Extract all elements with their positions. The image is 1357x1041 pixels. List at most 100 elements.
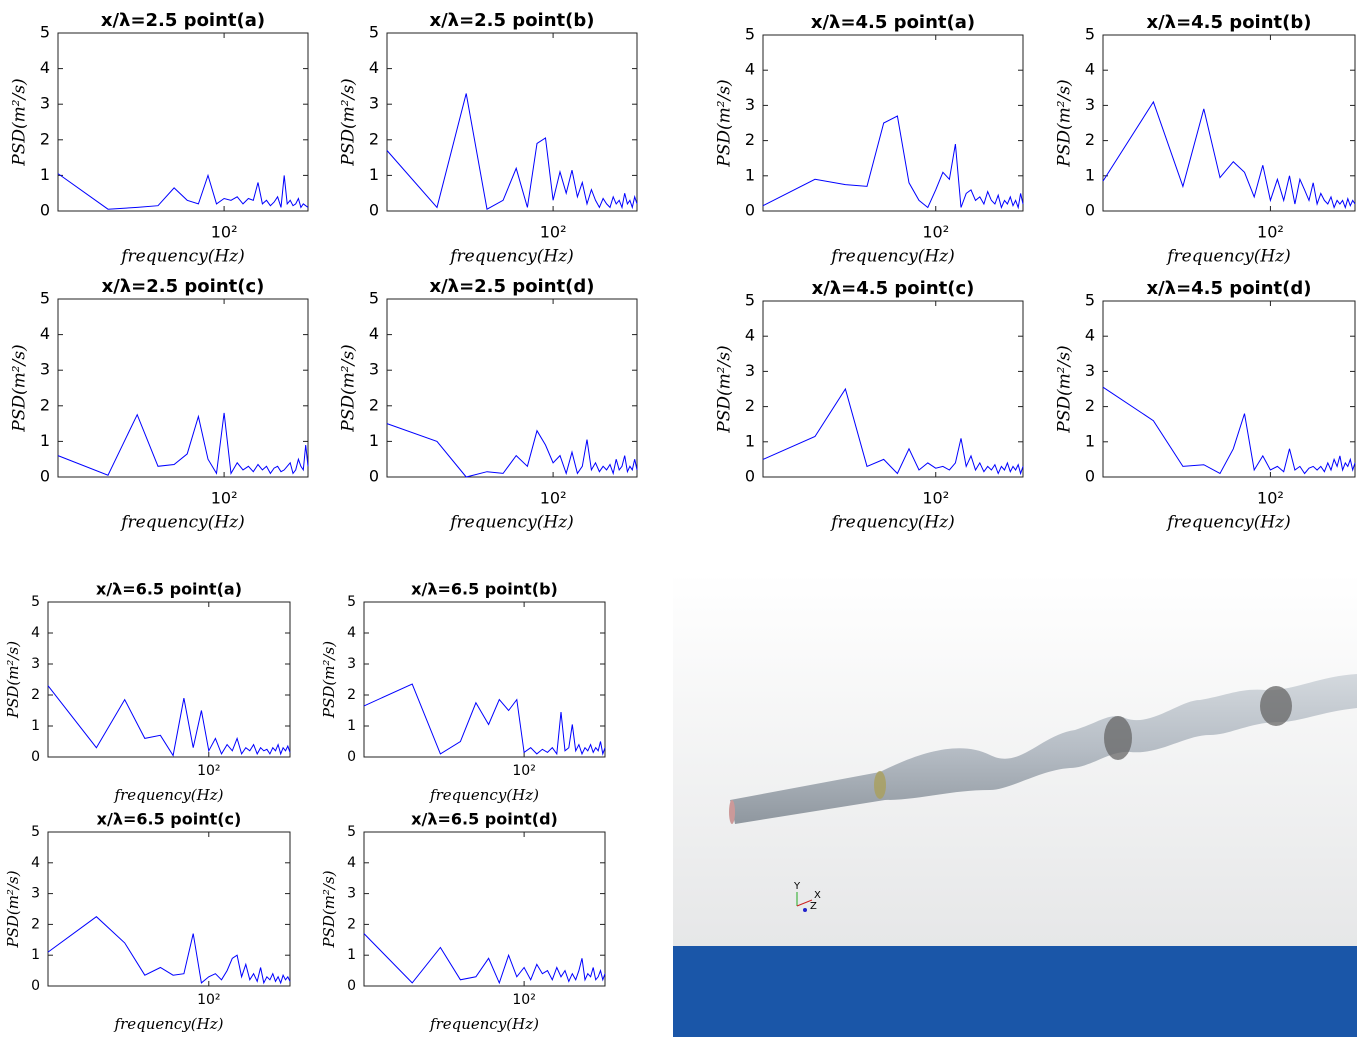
plot-area (364, 602, 605, 757)
render-view: Y Z X (673, 573, 1357, 1037)
section (1260, 686, 1292, 726)
y-tick-label: 0 (31, 749, 40, 765)
x-tick-label: 10² (512, 992, 535, 1008)
y-tick-label: 0 (347, 749, 356, 765)
y-tick-label: 0 (40, 467, 50, 486)
y-tick-label: 3 (745, 95, 755, 114)
y-tick-label: 4 (745, 326, 755, 345)
y-axis-label: PSD(m²/s) (1055, 79, 1075, 167)
y-tick-label: 5 (31, 594, 40, 610)
plot-area (58, 33, 308, 211)
y-tick-label: 3 (745, 361, 755, 380)
y-tick-label: 5 (347, 824, 356, 840)
chart-title: x/λ=6.5 point(a) (96, 580, 242, 599)
chart-title: x/λ=6.5 point(c) (97, 810, 242, 829)
y-axis-label: PSD(m²/s) (320, 641, 338, 719)
y-tick-label: 2 (31, 916, 40, 932)
x-tick-label: 10² (540, 489, 567, 508)
y-tick-label: 1 (347, 718, 356, 734)
y-tick-label: 1 (369, 165, 379, 184)
y-tick-label: 4 (1085, 60, 1095, 79)
y-tick-label: 5 (369, 23, 379, 42)
y-tick-label: 2 (31, 687, 40, 703)
y-tick-label: 0 (745, 467, 755, 486)
y-tick-label: 3 (40, 94, 50, 113)
subplot: 01234510²x/λ=4.5 point(c)frequency(Hz)PS… (715, 278, 1024, 533)
subplot: 01234510²x/λ=2.5 point(c)frequency(Hz)PS… (10, 276, 309, 533)
y-tick-label: 4 (40, 58, 50, 77)
x-tick-label: 10² (197, 992, 220, 1008)
x-tick-label: 10² (922, 223, 949, 242)
y-tick-label: 5 (745, 291, 755, 310)
y-tick-label: 3 (347, 886, 356, 902)
chart-title: x/λ=4.5 point(a) (811, 12, 975, 33)
y-axis-label: PSD(m²/s) (320, 870, 338, 948)
figure: Y Z X 01234510²x/λ=2.5 point(a)frequency… (0, 0, 1357, 1037)
y-tick-label: 1 (40, 431, 50, 450)
chart-title: x/λ=2.5 point(b) (430, 10, 595, 31)
subplot: 01234510²x/λ=2.5 point(a)frequency(Hz)PS… (10, 10, 309, 267)
chart-title: x/λ=2.5 point(d) (430, 276, 595, 297)
y-axis-label: PSD(m²/s) (10, 78, 30, 166)
y-tick-label: 1 (1085, 165, 1095, 184)
y-tick-label: 4 (31, 625, 40, 641)
plot-area (48, 832, 290, 986)
y-tick-label: 3 (1085, 361, 1095, 380)
x-tick-label: 10² (211, 223, 238, 242)
y-tick-label: 4 (31, 855, 40, 871)
y-tick-label: 4 (347, 855, 356, 871)
y-tick-label: 3 (31, 886, 40, 902)
section (874, 771, 886, 799)
x-axis-label: frequency(Hz) (429, 1015, 539, 1033)
y-tick-label: 2 (745, 396, 755, 415)
x-axis-label: frequency(Hz) (829, 247, 955, 267)
plot-area (1103, 301, 1355, 477)
y-tick-label: 4 (40, 324, 50, 343)
y-tick-label: 4 (1085, 326, 1095, 345)
y-tick-label: 5 (40, 23, 50, 42)
y-tick-label: 5 (347, 594, 356, 610)
plot-area (364, 832, 605, 986)
y-tick-label: 4 (347, 625, 356, 641)
x-axis-label: frequency(Hz) (114, 786, 224, 804)
y-tick-label: 3 (31, 656, 40, 672)
axis-z (803, 908, 807, 912)
x-tick-label: 10² (211, 489, 238, 508)
plot-area (763, 35, 1023, 211)
plot-area (763, 301, 1023, 477)
y-tick-label: 1 (369, 431, 379, 450)
x-axis-label: frequency(Hz) (1165, 247, 1291, 267)
plot-area (387, 33, 637, 211)
y-tick-label: 0 (31, 978, 40, 994)
y-tick-label: 1 (31, 947, 40, 963)
x-tick-label: 10² (512, 763, 535, 779)
y-axis-label: PSD(m²/s) (339, 78, 359, 166)
chart-title: x/λ=2.5 point(c) (102, 276, 265, 297)
y-axis-label: PSD(m²/s) (339, 344, 359, 432)
x-axis-label: frequency(Hz) (119, 247, 245, 267)
chart-title: x/λ=4.5 point(b) (1147, 12, 1312, 33)
y-tick-label: 3 (40, 360, 50, 379)
y-tick-label: 4 (369, 58, 379, 77)
y-axis-label: PSD(m²/s) (4, 870, 22, 948)
y-tick-label: 2 (40, 395, 50, 414)
page: {"chart_data":[ {"type":"line","title":"… (0, 0, 1357, 1041)
x-axis-label: frequency(Hz) (429, 786, 539, 804)
x-tick-label: 10² (197, 763, 220, 779)
y-tick-label: 2 (1085, 130, 1095, 149)
x-axis-label: frequency(Hz) (1165, 513, 1291, 533)
y-tick-label: 1 (40, 165, 50, 184)
y-tick-label: 2 (347, 916, 356, 932)
y-tick-label: 1 (745, 165, 755, 184)
y-tick-label: 1 (31, 718, 40, 734)
y-tick-label: 4 (745, 60, 755, 79)
x-axis-label: frequency(Hz) (119, 513, 245, 533)
y-axis-label: PSD(m²/s) (715, 345, 735, 433)
axis-label: Z (810, 901, 817, 912)
